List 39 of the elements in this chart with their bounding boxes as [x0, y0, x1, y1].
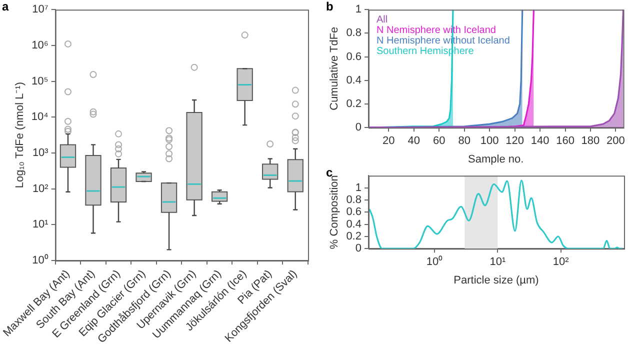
- y-tick-label: 0.4: [346, 218, 362, 230]
- y-tick-label: 10⁶: [32, 39, 48, 52]
- y-tick-label: 10³: [32, 147, 49, 159]
- y-tick-label: 10⁴: [31, 111, 49, 124]
- y-tick-label: 0: [355, 122, 362, 134]
- x-axis-title: Sample no.: [468, 153, 524, 166]
- x-tick-label: 20: [382, 135, 395, 148]
- x-tick-label: 10²: [552, 256, 570, 268]
- y-tick-label: 10²: [32, 182, 49, 195]
- y-tick-label: 0.8: [346, 194, 362, 206]
- x-tick-label: 100: [480, 135, 499, 148]
- y-tick-label: 0.4: [346, 74, 362, 86]
- x-tick-label: 200: [606, 135, 625, 148]
- x-tick-label: 140: [530, 135, 550, 148]
- x-tick-label: 10⁰: [426, 255, 443, 268]
- x-tick-label: 60: [433, 135, 446, 148]
- y-tick-label: 0.2: [346, 230, 362, 242]
- x-tick-label: 80: [458, 135, 470, 148]
- y-tick-label: 0.2: [346, 98, 362, 110]
- y-axis-title: Log₁₀ TdFe (nmol L⁻¹): [14, 82, 26, 188]
- y-tick-label: 0.6: [346, 50, 362, 63]
- y-tick-label: 10⁵: [32, 75, 48, 88]
- y-tick-label: 0: [355, 242, 362, 255]
- chart-title: b: [326, 0, 334, 14]
- text: All: [376, 14, 388, 26]
- y-tick-label: 10⁷: [32, 4, 48, 16]
- chart-title: a: [2, 0, 9, 14]
- y-tick-label: 0.6: [346, 206, 362, 218]
- x-tick-label: 10¹: [490, 256, 506, 268]
- y-tick-label: 0.8: [346, 27, 362, 40]
- x-axis-title: Particle size (µm): [454, 274, 539, 286]
- x-tick-label: 160: [556, 135, 574, 148]
- y-tick-label: 1: [355, 182, 362, 194]
- y-axis-title: Cumulative TdFe: [328, 26, 341, 110]
- y-tick-label: 10¹: [32, 218, 49, 231]
- x-tick-label: 120: [506, 135, 524, 148]
- x-tick-label: 180: [581, 135, 600, 148]
- y-tick-label: 1: [355, 4, 362, 16]
- x-tick-label: 40: [408, 135, 420, 148]
